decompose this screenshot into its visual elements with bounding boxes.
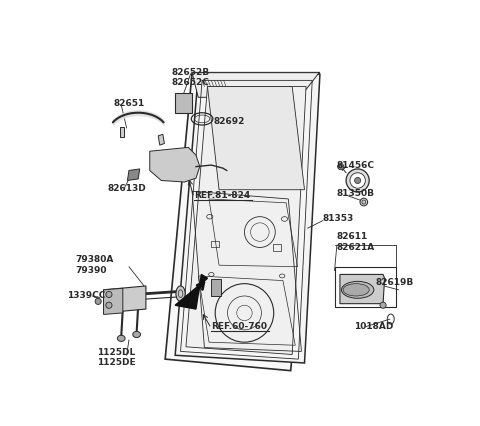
Polygon shape bbox=[207, 86, 304, 190]
Text: 82651: 82651 bbox=[114, 99, 145, 108]
Polygon shape bbox=[175, 93, 192, 113]
Text: 82652B
82652C: 82652B 82652C bbox=[171, 68, 210, 87]
Polygon shape bbox=[127, 169, 140, 181]
Ellipse shape bbox=[380, 302, 386, 308]
Ellipse shape bbox=[341, 281, 374, 298]
Text: 79380A
79390: 79380A 79390 bbox=[75, 256, 113, 275]
Ellipse shape bbox=[118, 335, 125, 341]
Ellipse shape bbox=[355, 177, 361, 184]
Polygon shape bbox=[120, 127, 124, 137]
Text: 82611
82621A: 82611 82621A bbox=[337, 232, 375, 252]
Polygon shape bbox=[150, 147, 200, 182]
Bar bbox=[335, 267, 396, 307]
Bar bbox=[273, 245, 281, 250]
Bar bbox=[211, 279, 221, 296]
Ellipse shape bbox=[106, 291, 112, 297]
Bar bbox=[211, 241, 219, 247]
Polygon shape bbox=[192, 73, 319, 97]
Text: 82692: 82692 bbox=[214, 118, 245, 127]
Ellipse shape bbox=[176, 286, 185, 301]
Ellipse shape bbox=[337, 164, 344, 170]
Polygon shape bbox=[175, 74, 320, 363]
Ellipse shape bbox=[360, 198, 368, 206]
Text: 81456C: 81456C bbox=[337, 161, 375, 170]
Ellipse shape bbox=[133, 331, 141, 337]
Polygon shape bbox=[104, 286, 146, 313]
Polygon shape bbox=[158, 134, 164, 145]
Polygon shape bbox=[104, 288, 123, 314]
Ellipse shape bbox=[106, 302, 112, 308]
Ellipse shape bbox=[346, 169, 369, 192]
Polygon shape bbox=[340, 274, 384, 304]
Text: REF.60-760: REF.60-760 bbox=[211, 322, 267, 331]
Ellipse shape bbox=[95, 298, 101, 305]
Text: 81350B: 81350B bbox=[337, 189, 375, 198]
Text: 1018AD: 1018AD bbox=[354, 322, 393, 331]
Text: REF.81-824: REF.81-824 bbox=[193, 191, 250, 200]
Text: 81353: 81353 bbox=[323, 214, 354, 224]
Ellipse shape bbox=[343, 284, 369, 296]
Polygon shape bbox=[165, 73, 319, 371]
Text: 1339CC: 1339CC bbox=[67, 291, 106, 300]
Text: 1125DL
1125DE: 1125DL 1125DE bbox=[97, 348, 136, 367]
Text: 82613D: 82613D bbox=[108, 184, 146, 193]
Polygon shape bbox=[186, 86, 306, 354]
Ellipse shape bbox=[350, 173, 365, 188]
Polygon shape bbox=[175, 274, 207, 309]
Text: 82619B: 82619B bbox=[375, 278, 414, 287]
